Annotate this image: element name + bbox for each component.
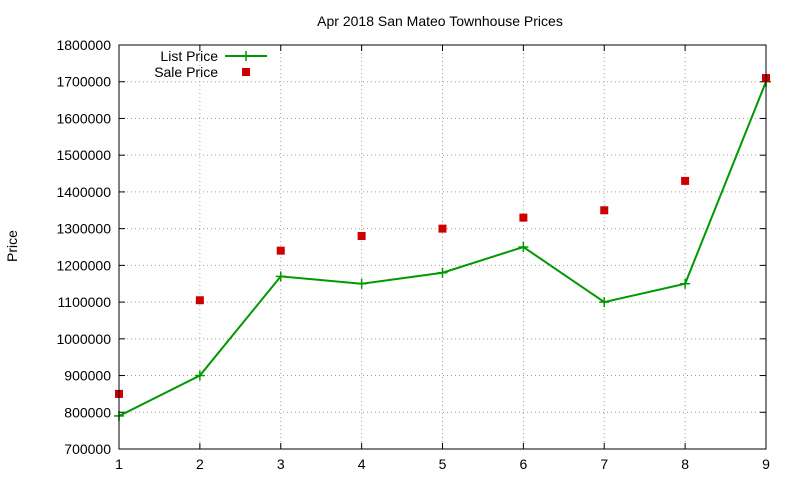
y-tick-label: 900000 bbox=[64, 368, 111, 384]
plot-frame bbox=[118, 44, 767, 450]
y-tick-label: 1500000 bbox=[56, 147, 111, 163]
chart-title: Apr 2018 San Mateo Townhouse Prices bbox=[317, 13, 563, 29]
y-tick-label: 800000 bbox=[64, 404, 111, 420]
x-tick-label: 8 bbox=[681, 456, 689, 472]
x-tick-label: 2 bbox=[196, 456, 204, 472]
y-tick-label: 1400000 bbox=[56, 184, 111, 200]
x-tick-label: 3 bbox=[277, 456, 285, 472]
list-price-point bbox=[275, 271, 286, 282]
x-tick-label: 9 bbox=[762, 456, 770, 472]
y-tick-label: 1000000 bbox=[56, 331, 111, 347]
x-tick-label: 7 bbox=[600, 456, 608, 472]
list-price-point bbox=[356, 278, 367, 289]
legend-label: Sale Price bbox=[154, 64, 218, 80]
sale-price-point bbox=[276, 246, 285, 255]
y-tick-label: 1300000 bbox=[56, 221, 111, 237]
y-tick-label: 1800000 bbox=[56, 37, 111, 53]
list-price-point bbox=[518, 242, 529, 252]
y-tick-label: 1200000 bbox=[56, 257, 111, 273]
legend-plus-swatch bbox=[241, 51, 251, 61]
y-tick-label: 700000 bbox=[64, 441, 111, 457]
sale-price-point bbox=[195, 296, 204, 305]
list-price-point bbox=[437, 267, 448, 278]
list-price-point bbox=[599, 297, 610, 308]
series-layer bbox=[114, 74, 771, 421]
tick-layer: 700000 800000 900000 1000000 1100000 1200000 1… bbox=[56, 37, 770, 472]
list-price-point bbox=[680, 278, 691, 289]
x-tick-label: 6 bbox=[519, 456, 527, 472]
x-tick-label: 1 bbox=[115, 456, 123, 472]
sale-price-point bbox=[519, 213, 528, 222]
legend-label: List Price bbox=[160, 48, 218, 64]
sale-price-point bbox=[357, 231, 366, 240]
sale-price-point bbox=[438, 224, 447, 233]
y-tick-label: 1600000 bbox=[56, 110, 111, 126]
grid-layer bbox=[119, 45, 766, 449]
x-tick-label: 5 bbox=[439, 456, 447, 472]
sale-price-point bbox=[600, 206, 609, 215]
y-tick-label: 1100000 bbox=[58, 294, 112, 310]
y-tick-label: 1700000 bbox=[56, 74, 111, 90]
legend-square-swatch bbox=[242, 68, 250, 76]
y-axis-label: Price bbox=[4, 230, 20, 262]
list-price-point bbox=[194, 370, 205, 381]
x-tick-label: 4 bbox=[358, 456, 366, 472]
sale-price-point bbox=[681, 176, 690, 185]
